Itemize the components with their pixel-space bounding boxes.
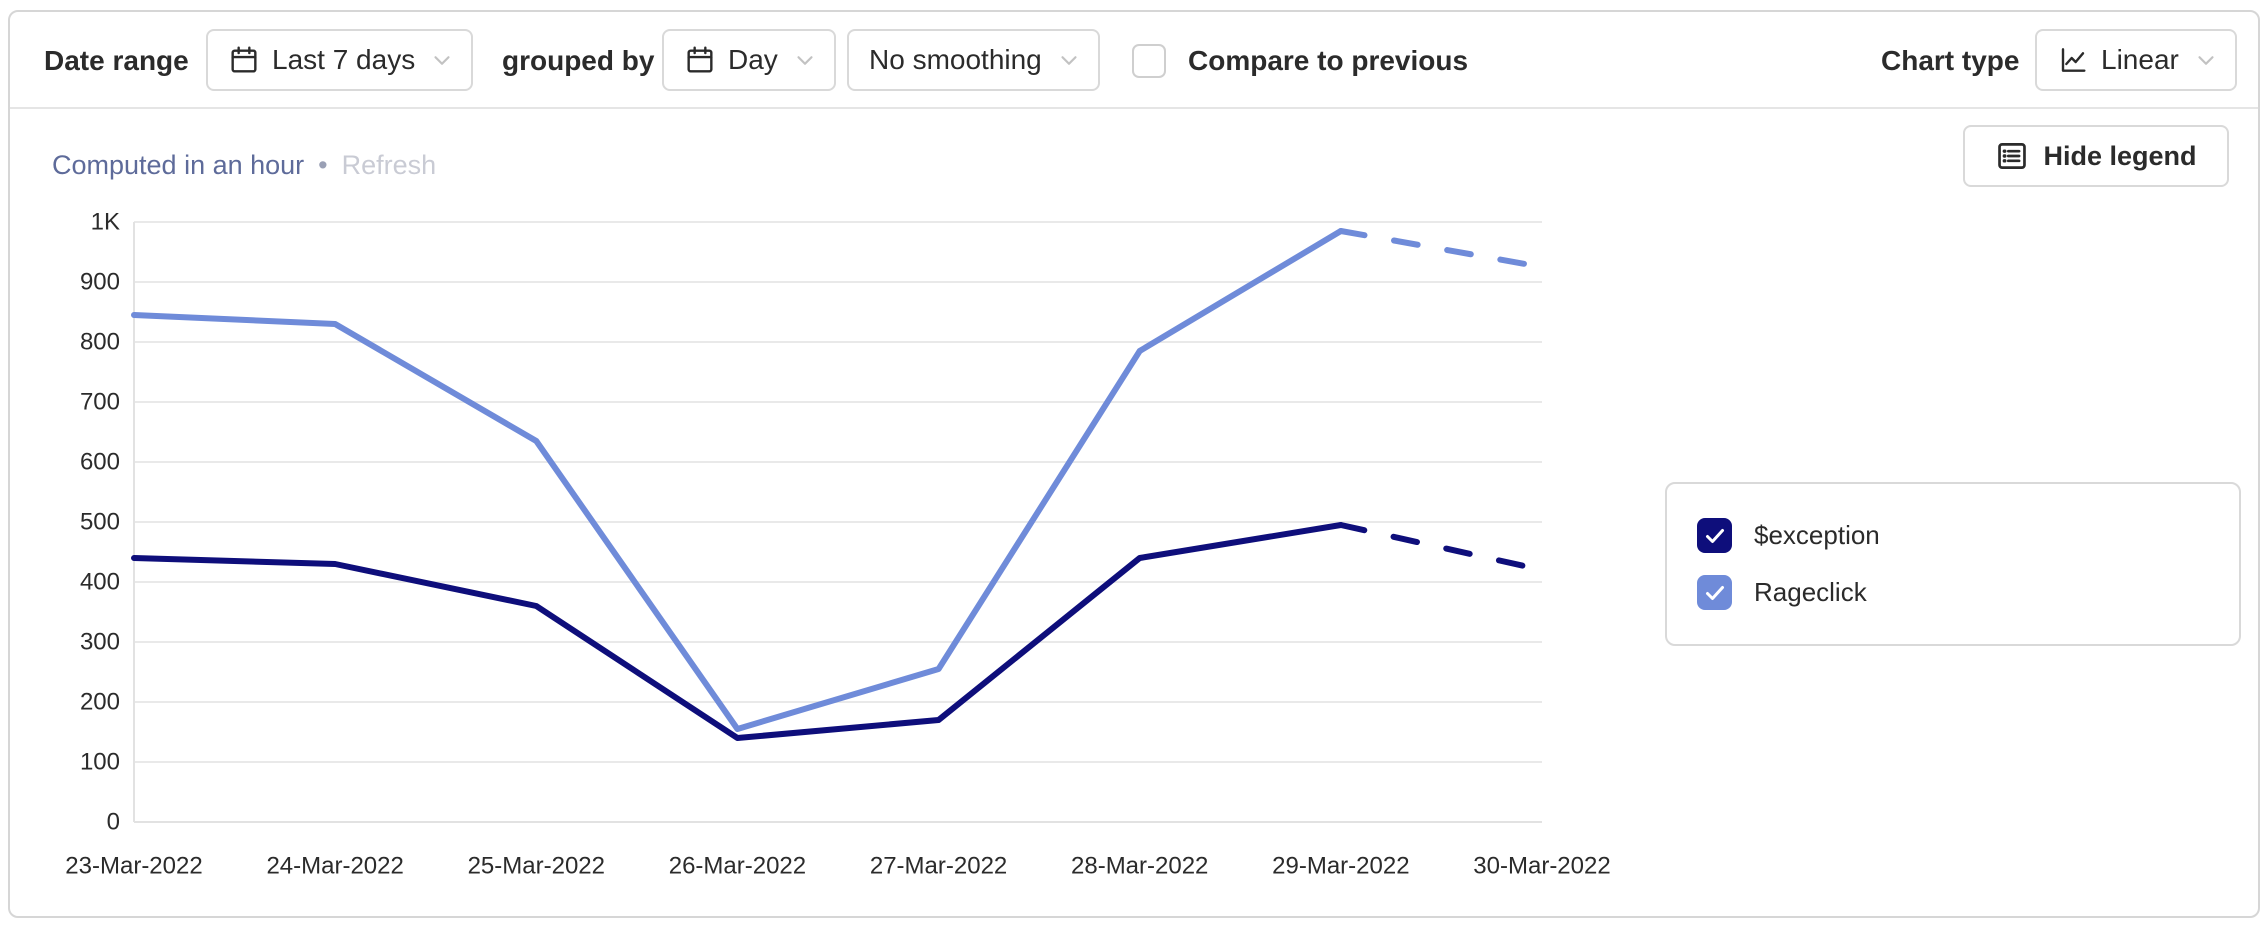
svg-text:100: 100 bbox=[80, 749, 120, 776]
interval-value: Day bbox=[728, 44, 778, 75]
filters-toolbar: Date range Last 7 days bbox=[10, 12, 2258, 109]
svg-text:23-Mar-2022: 23-Mar-2022 bbox=[65, 853, 202, 880]
svg-text:0: 0 bbox=[107, 809, 120, 836]
svg-text:400: 400 bbox=[80, 569, 120, 596]
svg-text:800: 800 bbox=[80, 329, 120, 356]
compare-checkbox[interactable] bbox=[1132, 43, 1166, 78]
hide-legend-label: Hide legend bbox=[2043, 140, 2197, 171]
date-range-value: Last 7 days bbox=[272, 44, 416, 75]
hide-legend-button[interactable]: Hide legend bbox=[1963, 125, 2229, 187]
check-icon bbox=[1705, 585, 1724, 600]
check-icon bbox=[1705, 528, 1724, 543]
trend-line-chart: 0 100 200 300 400 500 600 700 800 900 1K 23-Mar-202… bbox=[65, 209, 1610, 880]
compare-label: Compare to previous bbox=[1188, 44, 1469, 76]
chart-type-label: Chart type bbox=[1881, 44, 2020, 76]
svg-text:200: 200 bbox=[80, 689, 120, 716]
legend-label: Rageclick bbox=[1754, 577, 1867, 607]
svg-text:26-Mar-2022: 26-Mar-2022 bbox=[669, 853, 806, 880]
svg-text:1K: 1K bbox=[91, 209, 120, 236]
chart-type-dropdown[interactable]: Linear bbox=[2035, 29, 2237, 91]
insight-card: Date range Last 7 days bbox=[8, 10, 2260, 918]
legend-item-rageclick[interactable]: Rageclick bbox=[1697, 575, 2239, 610]
svg-text:24-Mar-2022: 24-Mar-2022 bbox=[266, 853, 403, 880]
svg-text:28-Mar-2022: 28-Mar-2022 bbox=[1071, 853, 1208, 880]
svg-text:500: 500 bbox=[80, 509, 120, 536]
computed-status-row: Computed in an hour • Refresh bbox=[52, 150, 436, 181]
chevron-down-icon bbox=[429, 47, 455, 73]
series-checkbox-checked[interactable] bbox=[1697, 575, 1732, 610]
series-checkbox-checked[interactable] bbox=[1697, 518, 1732, 553]
computed-text: Computed in an hour bbox=[52, 150, 305, 180]
chevron-down-icon bbox=[2193, 47, 2219, 73]
interval-dropdown[interactable]: Day bbox=[662, 29, 836, 91]
chart-type-value: Linear bbox=[2101, 44, 2179, 75]
smoothing-value: No smoothing bbox=[869, 44, 1042, 75]
date-range-dropdown[interactable]: Last 7 days bbox=[206, 29, 474, 91]
status-separator: • bbox=[318, 150, 328, 180]
svg-text:900: 900 bbox=[80, 269, 120, 296]
svg-text:600: 600 bbox=[80, 449, 120, 476]
legend-list-icon bbox=[1995, 139, 2029, 173]
refresh-button[interactable]: Refresh bbox=[341, 150, 437, 180]
chart-legend: $exception Rageclick bbox=[1665, 482, 2241, 646]
smoothing-dropdown[interactable]: No smoothing bbox=[847, 29, 1100, 91]
date-range-label: Date range bbox=[44, 44, 189, 76]
svg-text:700: 700 bbox=[80, 389, 120, 416]
calendar-icon bbox=[228, 44, 260, 76]
grouped-by-label: grouped by bbox=[502, 44, 655, 76]
calendar-icon bbox=[684, 44, 716, 76]
legend-item-exception[interactable]: $exception bbox=[1697, 518, 2239, 553]
chevron-down-icon bbox=[792, 47, 818, 73]
chevron-down-icon bbox=[1056, 47, 1082, 73]
svg-text:27-Mar-2022: 27-Mar-2022 bbox=[870, 853, 1007, 880]
svg-text:25-Mar-2022: 25-Mar-2022 bbox=[468, 853, 605, 880]
svg-text:300: 300 bbox=[80, 629, 120, 656]
line-chart-icon bbox=[2057, 44, 2089, 76]
svg-text:29-Mar-2022: 29-Mar-2022 bbox=[1272, 853, 1409, 880]
legend-label: $exception bbox=[1754, 520, 1880, 550]
svg-text:30-Mar-2022: 30-Mar-2022 bbox=[1473, 853, 1610, 880]
